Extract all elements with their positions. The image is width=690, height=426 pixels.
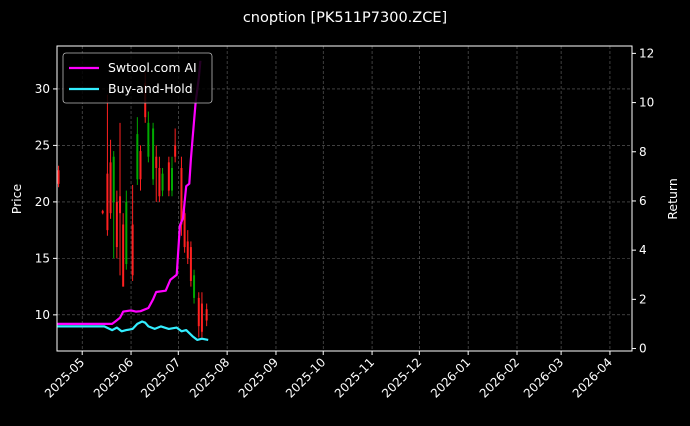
candle-body	[193, 275, 196, 298]
y2-tick-label: 10	[639, 96, 654, 110]
x-tick-label: 2026-04	[570, 355, 615, 400]
candle-body	[119, 196, 122, 214]
candle-body	[186, 241, 189, 259]
candle-body	[147, 122, 150, 157]
candle-body	[189, 247, 192, 281]
y2-axis: 0 2 4 6 8 10 12	[632, 46, 654, 356]
candle-body	[197, 297, 200, 327]
y2-tick-label: 2	[639, 292, 647, 306]
candle-body	[109, 162, 112, 214]
x-tick-label: 2025-09	[236, 355, 281, 400]
y2-tick-label: 12	[639, 46, 654, 60]
x-tick-label: 2025-10	[283, 355, 328, 400]
candle-body	[122, 224, 125, 287]
y-tick-label: 30	[35, 82, 50, 96]
y2-tick-label: 4	[639, 243, 647, 257]
series-lines	[57, 60, 209, 341]
series-line-strategy	[57, 60, 202, 325]
x-axis: 2025-05 2025-06 2025-07 2025-08 2025-09 2025-…	[42, 351, 615, 401]
candle-body	[101, 210, 104, 214]
y-tick-label: 25	[35, 138, 50, 152]
x-tick-label: 2025-08	[187, 355, 232, 400]
legend-label-buyhold: Buy-and-Hold	[108, 81, 193, 96]
legend: Swtool.com AI Buy-and-Hold	[62, 52, 213, 104]
x-tick-label: 2025-05	[42, 355, 87, 400]
plot-frame	[56, 45, 633, 352]
x-tick-label: 2025-11	[332, 355, 377, 400]
candle-body	[161, 173, 164, 191]
y-tick-label: 15	[35, 251, 50, 265]
candle-body	[112, 156, 115, 202]
chart-title: cnoption [PK511P7300.ZCE]	[243, 10, 447, 26]
x-tick-label: 2025-07	[138, 355, 183, 400]
candle-body	[158, 168, 161, 197]
candle-body	[136, 134, 139, 180]
candle-body	[139, 151, 142, 180]
y2-tick-label: 6	[639, 194, 647, 208]
candle-body	[167, 162, 170, 191]
candle-body	[171, 168, 173, 191]
candle-body	[131, 224, 134, 276]
candle-body	[155, 156, 158, 168]
y-tick-label: 10	[35, 308, 50, 322]
legend-box	[62, 52, 213, 104]
legend-label-strategy: Swtool.com AI	[108, 60, 197, 75]
candle-body	[125, 201, 128, 265]
y2-tick-label: 8	[639, 145, 647, 159]
y-axis: 10 15 20 25 30	[35, 82, 57, 322]
candle-body	[115, 201, 118, 248]
y-tick-label: 20	[35, 195, 50, 209]
candle-body	[183, 213, 186, 248]
candle-body	[200, 303, 203, 332]
candle-body	[152, 128, 155, 180]
x-tick-label: 2025-06	[91, 355, 136, 400]
y2-tick-label: 0	[639, 342, 647, 356]
series-line-buyhold	[57, 320, 209, 341]
candle-body	[57, 170, 60, 184]
candles	[57, 71, 208, 338]
x-tick-label: 2026-03	[521, 355, 566, 400]
candle-body	[174, 145, 177, 157]
y2-axis-label: Return	[665, 178, 680, 219]
candle-body	[106, 173, 109, 231]
candle-body	[205, 309, 208, 321]
candle-body	[180, 168, 183, 225]
x-tick-label: 2026-02	[477, 355, 522, 400]
x-tick-label: 2025-12	[379, 355, 424, 400]
y-axis-label: Price	[9, 183, 24, 214]
x-tick-label: 2026-01	[428, 355, 473, 400]
